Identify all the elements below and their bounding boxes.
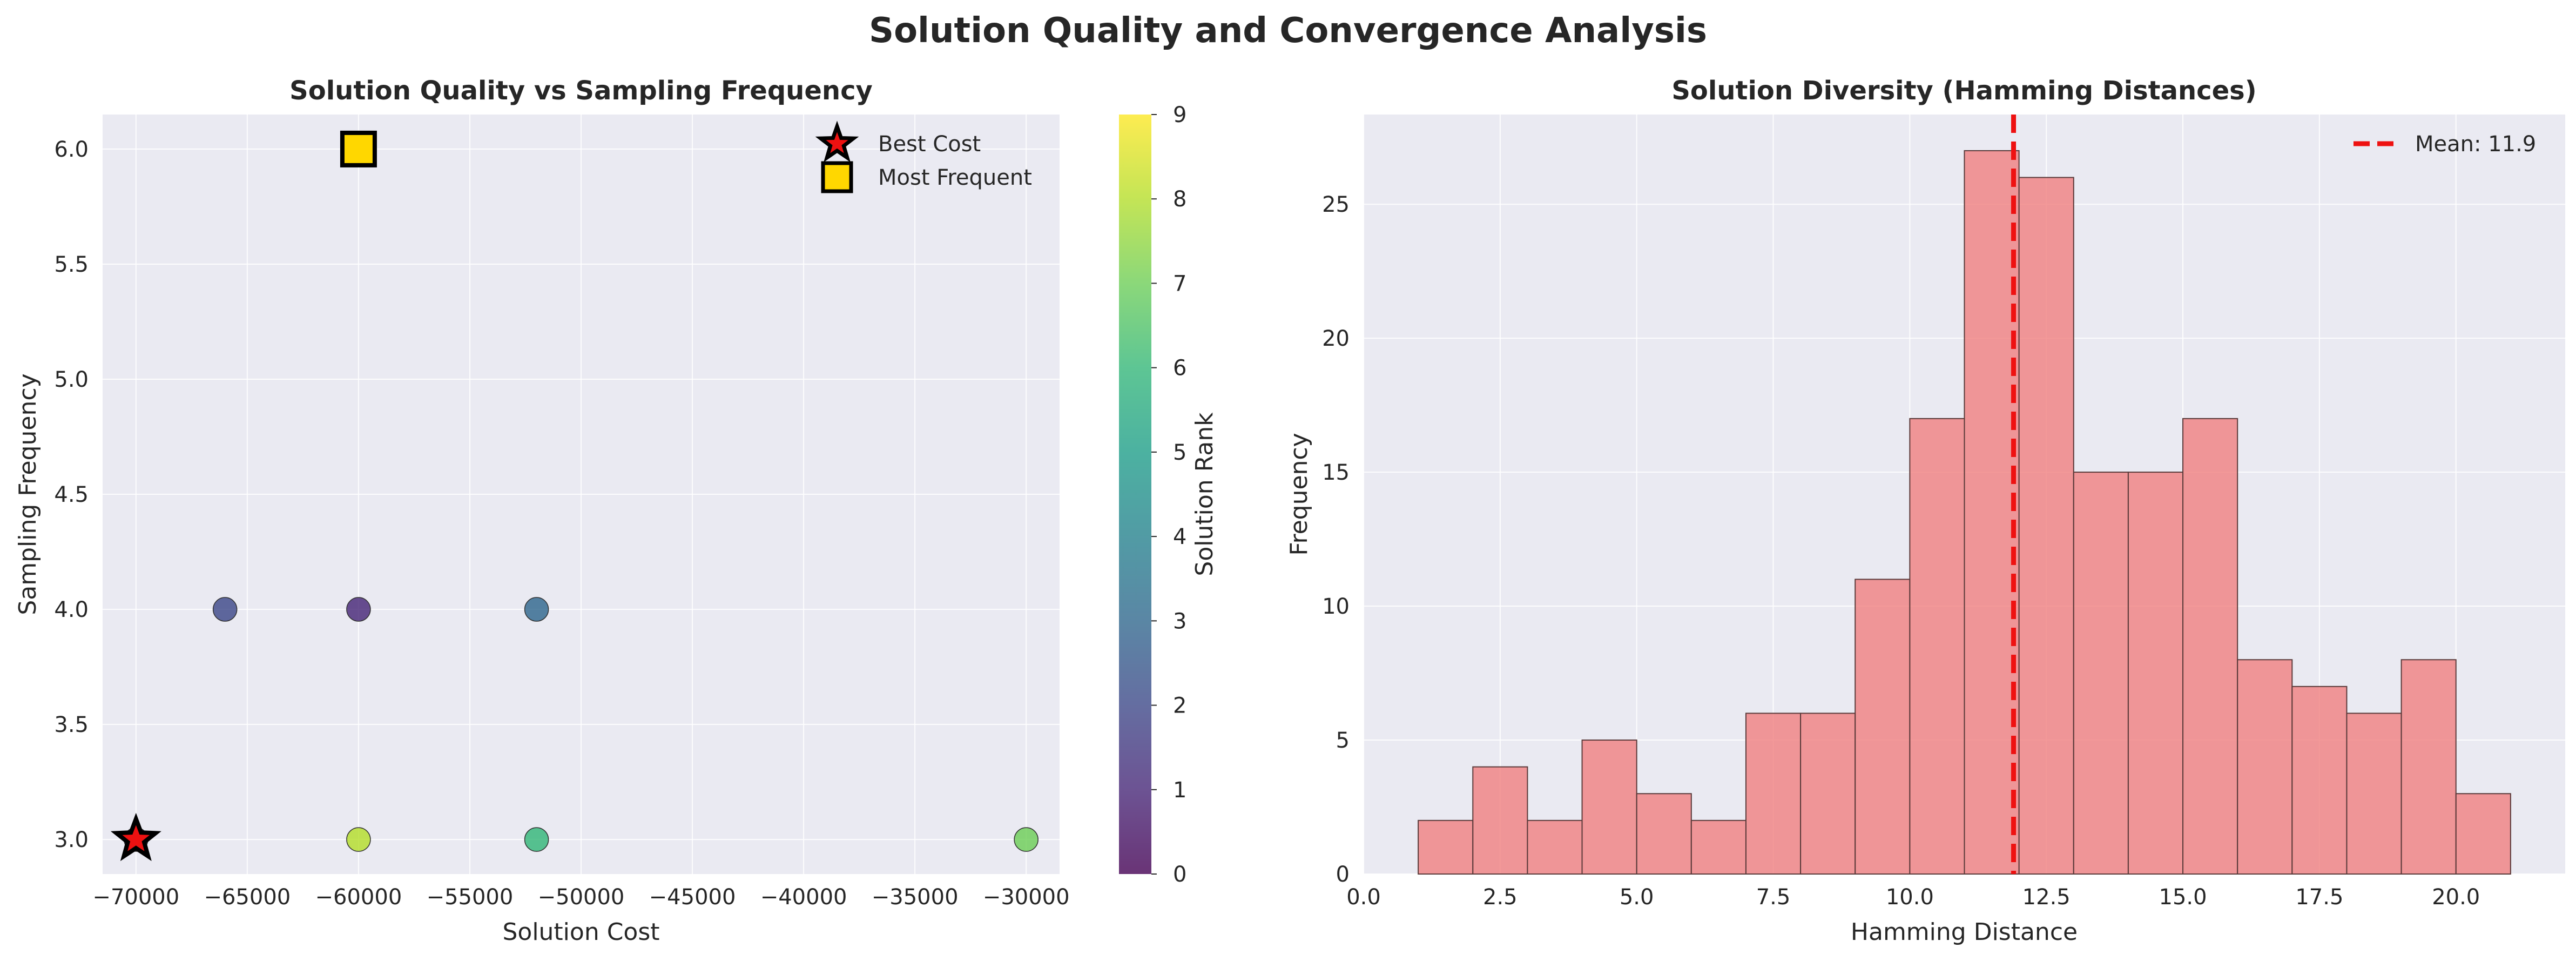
- colorbar-tick-label: 6: [1173, 356, 1186, 381]
- histogram-x-tick-label: 17.5: [2295, 885, 2343, 910]
- scatter-x-tick-label: −70000: [92, 885, 179, 910]
- histogram-bar: [1855, 579, 1911, 875]
- scatter-x-tick-label: −50000: [538, 885, 625, 910]
- scatter-legend: Best Cost Most Frequent: [815, 120, 1032, 193]
- histogram-y-tick-label: 20: [1322, 326, 1350, 351]
- histogram-x-tick-label: 5.0: [1620, 885, 1654, 910]
- scatter-highlights: [110, 130, 377, 861]
- histogram-x-tick-label: 7.5: [1756, 885, 1791, 910]
- histogram-bar: [1964, 150, 2020, 875]
- histogram-bar: [2073, 472, 2129, 875]
- histogram-x-tick-label: 10.0: [1886, 885, 1934, 910]
- colorbar: 0 1 2 3 4 5 6 7 8 9 Solution Rank: [1119, 103, 1218, 887]
- scatter-y-tick-label: 3.0: [54, 828, 89, 852]
- scatter-x-ticks: −70000 −65000 −60000 −55000 −50000 −45000 −400…: [92, 885, 1069, 910]
- scatter-x-tick-label: −60000: [315, 885, 402, 910]
- histogram-y-axis-label: Frequency: [1285, 433, 1313, 555]
- histogram-bar: [1418, 819, 1474, 875]
- histogram-bar: [1581, 740, 1637, 875]
- histogram-bar: [2127, 472, 2184, 875]
- histogram-y-ticks: 0 5 10 15 20 25: [1322, 192, 1350, 887]
- scatter-point: [346, 597, 371, 622]
- legend-most-frequent-label: Most Frequent: [878, 165, 1032, 190]
- figure-title: Solution Quality and Convergence Analysi…: [869, 11, 1707, 51]
- histogram-bar: [1472, 766, 1528, 875]
- histogram-x-axis-label: Hamming Distance: [1851, 918, 2078, 946]
- colorbar-tick-label: 7: [1173, 271, 1186, 296]
- histogram-bar: [1636, 793, 1692, 875]
- legend-best-cost-label: Best Cost: [878, 132, 981, 157]
- legend-best-cost-star-icon: [815, 120, 859, 163]
- scatter-y-ticks: 3.0 3.5 4.0 4.5 5.0 5.5 6.0: [54, 137, 89, 852]
- scatter-point: [346, 827, 371, 852]
- histogram-bar: [2346, 713, 2402, 875]
- histogram-bar: [2018, 177, 2074, 875]
- scatter-x-axis-label: Solution Cost: [502, 918, 659, 946]
- histogram-y-tick-label: 10: [1322, 594, 1350, 619]
- histogram-bar: [2182, 418, 2238, 875]
- colorbar-tick-label: 3: [1173, 609, 1186, 634]
- colorbar-tick-label: 0: [1173, 862, 1186, 887]
- colorbar-gradient: [1119, 115, 1151, 874]
- scatter-title: Solution Quality vs Sampling Frequency: [289, 76, 873, 106]
- histogram-y-tick-label: 25: [1322, 192, 1350, 217]
- histogram-bar: [2291, 686, 2348, 875]
- scatter-point: [1014, 827, 1039, 852]
- colorbar-tick-label: 1: [1173, 778, 1186, 803]
- scatter-y-axis-label: Sampling Frequency: [14, 373, 42, 615]
- scatter-y-tick-label: 4.5: [54, 482, 89, 507]
- scatter-x-tick-label: −55000: [427, 885, 514, 910]
- scatter-y-tick-label: 3.5: [54, 713, 89, 737]
- legend-most-frequent-square-icon: [821, 161, 853, 193]
- histogram-y-tick-label: 15: [1322, 460, 1350, 485]
- scatter-x-tick-label: −45000: [649, 885, 736, 910]
- histogram-bars: [1418, 150, 2511, 875]
- histogram-bar: [1800, 713, 1856, 875]
- scatter-panel: −70000 −65000 −60000 −55000 −50000 −45000 −400…: [14, 76, 1070, 946]
- histogram-y-tick-label: 0: [1336, 862, 1350, 887]
- colorbar-tick-label: 8: [1173, 187, 1186, 212]
- histogram-panel: 0.0 2.5 5.0 7.5 10.0 12.5 15.0 17.5 20.0 0 5 10 15 2…: [1285, 76, 2565, 946]
- histogram-x-ticks: 0.0 2.5 5.0 7.5 10.0 12.5 15.0 17.5 20.0: [1346, 885, 2480, 910]
- legend-mean-label: Mean: 11.9: [2415, 132, 2536, 157]
- colorbar-tick-label: 5: [1173, 440, 1186, 465]
- colorbar-tick-label: 4: [1173, 525, 1186, 549]
- histogram-x-tick-label: 2.5: [1483, 885, 1518, 910]
- histogram-x-tick-label: 0.0: [1346, 885, 1381, 910]
- scatter-x-tick-label: −65000: [204, 885, 291, 910]
- scatter-y-tick-label: 5.0: [54, 367, 89, 392]
- scatter-x-tick-label: −40000: [760, 885, 847, 910]
- histogram-bar: [1909, 418, 1965, 875]
- colorbar-tick-label: 2: [1173, 694, 1186, 718]
- scatter-y-tick-label: 5.5: [54, 252, 89, 277]
- scatter-point: [524, 827, 549, 852]
- histogram-bar: [2237, 659, 2293, 875]
- histogram-y-tick-label: 5: [1336, 728, 1350, 753]
- histogram-title: Solution Diversity (Hamming Distances): [1671, 76, 2256, 106]
- scatter-grid: [103, 115, 1060, 874]
- scatter-y-tick-label: 6.0: [54, 137, 89, 162]
- colorbar-label: Solution Rank: [1191, 412, 1218, 576]
- histogram-x-tick-label: 20.0: [2432, 885, 2480, 910]
- most-frequent-square-marker: [340, 130, 377, 167]
- histogram-bar: [1745, 713, 1802, 875]
- scatter-point: [524, 597, 549, 622]
- scatter-y-tick-label: 4.0: [54, 597, 89, 622]
- histogram-bar: [2400, 659, 2457, 875]
- best-cost-star-marker: [110, 812, 161, 861]
- colorbar-tick-label: 9: [1173, 103, 1186, 127]
- scatter-point: [212, 597, 238, 622]
- scatter-x-tick-label: −35000: [872, 885, 959, 910]
- histogram-bar: [2455, 793, 2511, 875]
- histogram-bar: [1527, 819, 1583, 875]
- histogram-x-tick-label: 15.0: [2159, 885, 2207, 910]
- histogram-x-tick-label: 12.5: [2022, 885, 2071, 910]
- colorbar-ticks: 0 1 2 3 4 5 6 7 8 9: [1151, 103, 1186, 887]
- histogram-legend: Mean: 11.9: [2354, 132, 2536, 157]
- scatter-x-tick-label: −30000: [983, 885, 1070, 910]
- histogram-bar: [1690, 819, 1746, 875]
